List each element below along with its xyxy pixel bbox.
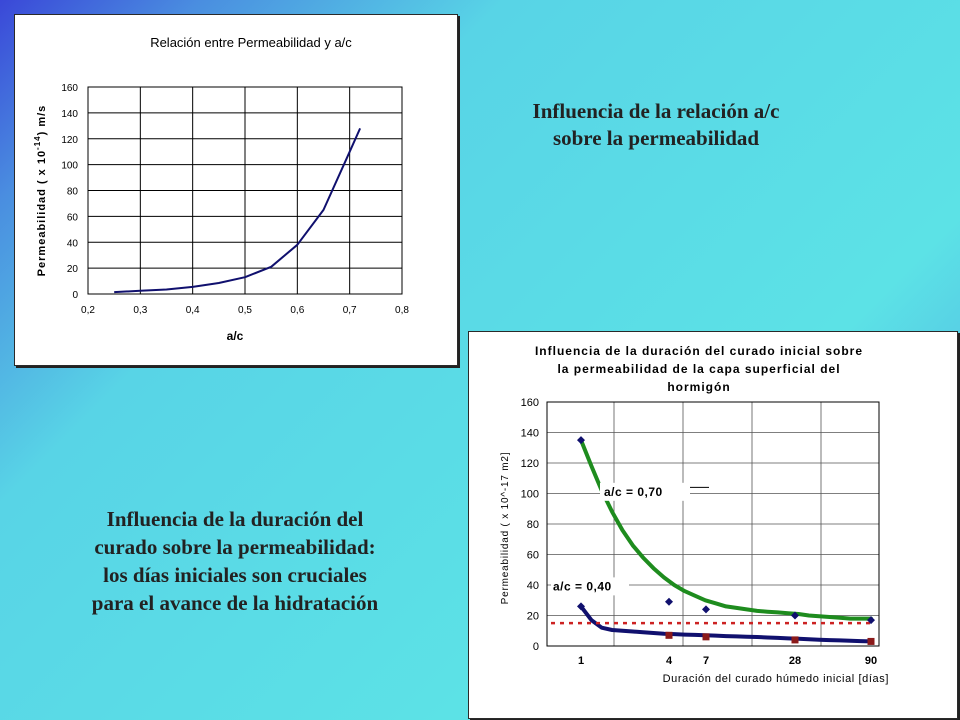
plot-frame [87, 86, 403, 295]
y-tick-label: 140 [521, 428, 539, 440]
data-point-ac040 [867, 637, 875, 645]
caption-curing-influence: Influencia de la duración del curado sob… [40, 505, 430, 617]
data-point-ac070 [791, 611, 799, 620]
x-tick-label: 90 [865, 655, 877, 667]
annotation-ac040: a/c = 0,40 [553, 579, 612, 593]
chart2-svg: Influencia de la duración del curado ini… [500, 344, 889, 685]
series-line-ac040 [579, 604, 873, 644]
caption-line: los días iniciales son cruciales [103, 563, 367, 587]
caption-line: Influencia de la relación a/c [532, 99, 780, 123]
x-tick-label: 0,3 [133, 305, 147, 316]
x-tick-label: 0,2 [81, 305, 95, 316]
caption-line: para el avance de la hidratación [91, 591, 379, 615]
chart-permeability-vs-ac: Relación entre Permeabilidad y a/c 0 20 40 6… [14, 14, 458, 366]
caption-line: sobre la permeabilidad [552, 126, 760, 150]
data-point-ac070 [665, 597, 673, 606]
y-axis-label: Permeabilidad ( x 10^-17 m2] [500, 452, 511, 605]
x-tick-label: 0,7 [343, 305, 357, 316]
data-point-ac040 [665, 631, 673, 639]
data-point-ac040 [702, 633, 710, 641]
x-tick-label: 28 [789, 655, 801, 667]
y-tick-label: 40 [67, 238, 79, 249]
y-tick-label: 120 [521, 458, 539, 470]
data-point-ac040 [577, 602, 585, 611]
y-tick-label: 100 [61, 161, 78, 172]
chart-title: Relación entre Permeabilidad y a/c [150, 35, 352, 50]
y-axis-label: Permeabilidad ( x 10-14) m/s [33, 105, 48, 277]
y-tick-label: 60 [67, 212, 79, 223]
y-tick-label: 120 [61, 135, 78, 146]
data-point-ac070 [702, 605, 710, 614]
annotation-bg [600, 482, 690, 501]
x-tick-label: 7 [703, 655, 709, 667]
x-tick-label: 0,8 [395, 305, 409, 316]
series-line-ac070 [579, 438, 873, 621]
caption-line: Influencia de la duración del [106, 507, 364, 531]
y-tick-label: 80 [67, 187, 79, 198]
x-tick-label: 0,6 [290, 305, 304, 316]
x-axis-label: a/c [227, 329, 244, 343]
annotation-ac070: a/c = 0,70 [604, 485, 663, 499]
caption-acr-influence: Influencia de la relación a/c sobre la p… [486, 98, 826, 152]
y-tick-label: 0 [72, 290, 78, 301]
x-tick-label: 0,5 [238, 305, 252, 316]
chart-title-line: la permeabilidad de la capa superficial … [557, 362, 840, 376]
y-tick-label: 160 [61, 83, 78, 94]
data-point-ac070 [867, 616, 875, 625]
chart-curing-duration: Influencia de la duración del curado ini… [468, 331, 958, 719]
chart1-svg: Relación entre Permeabilidad y a/c 0 20 40 6… [33, 35, 409, 343]
plot-frame [546, 401, 880, 647]
data-point-ac070 [577, 436, 585, 445]
y-tick-label: 20 [527, 611, 539, 623]
y-tick-label: 60 [527, 550, 539, 562]
y-tick-label: 160 [521, 397, 539, 409]
x-axis-label: Duración del curado húmedo inicial [días… [663, 673, 889, 685]
y-tick-label: 0 [533, 641, 539, 653]
x-tick-label: 1 [578, 655, 584, 667]
caption-line: curado sobre la permeabilidad: [94, 535, 376, 559]
annotation-bg [551, 577, 629, 596]
series-line-permeability [114, 127, 362, 294]
y-tick-label: 40 [527, 580, 539, 592]
y-tick-label: 140 [61, 109, 78, 120]
data-point-ac040 [791, 636, 799, 644]
chart-title-line: Influencia de la duración del curado ini… [535, 344, 863, 358]
x-tick-label: 4 [666, 655, 673, 667]
y-tick-label: 80 [527, 519, 539, 531]
x-tick-label: 0,4 [186, 305, 200, 316]
y-tick-label: 100 [521, 489, 539, 501]
chart-title-line: hormigón [667, 380, 730, 394]
y-tick-label: 20 [67, 264, 79, 275]
